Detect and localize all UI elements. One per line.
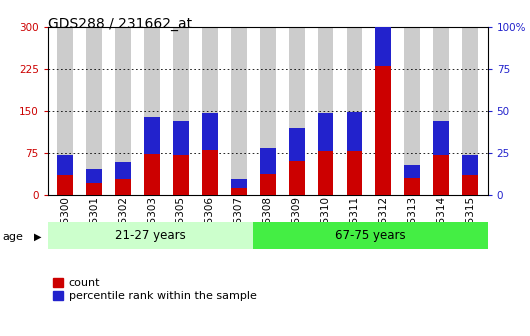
Bar	[202, 27, 218, 195]
Bar	[404, 178, 420, 195]
Bar	[57, 27, 73, 195]
Bar	[173, 155, 189, 195]
Bar	[144, 27, 160, 195]
Bar	[347, 27, 363, 195]
Bar	[317, 113, 333, 151]
Legend: count, percentile rank within the sample: count, percentile rank within the sample	[53, 278, 257, 301]
Bar	[144, 154, 160, 195]
Bar	[462, 155, 478, 175]
Bar	[115, 162, 131, 179]
Bar	[462, 27, 478, 195]
Bar	[86, 27, 102, 195]
Bar	[57, 175, 73, 195]
Bar	[434, 27, 449, 195]
Bar	[289, 27, 305, 195]
Bar	[231, 27, 246, 195]
Bar	[317, 151, 333, 195]
Text: ▶: ▶	[34, 232, 42, 242]
Bar	[434, 155, 449, 195]
FancyBboxPatch shape	[253, 222, 488, 249]
Bar	[231, 179, 246, 187]
Bar	[260, 174, 276, 195]
Bar	[289, 161, 305, 195]
Text: 21-27 years: 21-27 years	[115, 229, 186, 242]
Bar	[434, 121, 449, 155]
FancyBboxPatch shape	[48, 222, 253, 249]
Bar	[404, 27, 420, 195]
Bar	[375, 0, 391, 66]
Bar	[375, 66, 391, 195]
Bar	[289, 128, 305, 161]
Bar	[375, 27, 391, 195]
Bar	[347, 112, 363, 151]
Bar	[86, 169, 102, 182]
Text: age: age	[3, 232, 23, 242]
Bar	[144, 117, 160, 154]
Bar	[260, 149, 276, 174]
Bar	[404, 165, 420, 178]
Bar	[260, 27, 276, 195]
Bar	[173, 27, 189, 195]
Text: GDS288 / 231662_at: GDS288 / 231662_at	[48, 17, 192, 31]
Bar	[347, 151, 363, 195]
Bar	[57, 155, 73, 175]
Bar	[202, 113, 218, 150]
Bar	[231, 187, 246, 195]
Bar	[86, 182, 102, 195]
Text: 67-75 years: 67-75 years	[335, 229, 405, 242]
Bar	[173, 121, 189, 155]
Bar	[462, 175, 478, 195]
Bar	[115, 27, 131, 195]
Bar	[317, 27, 333, 195]
Bar	[202, 150, 218, 195]
Bar	[115, 179, 131, 195]
